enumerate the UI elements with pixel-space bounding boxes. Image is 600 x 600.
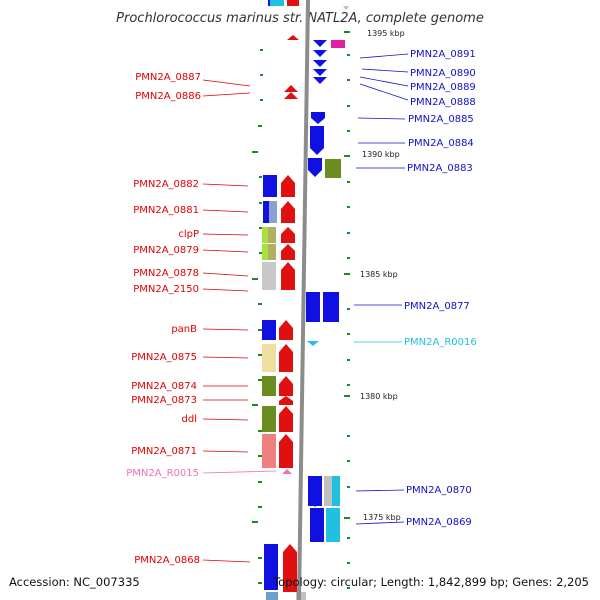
gene-arrow-0869[interactable]: [310, 508, 324, 542]
gene-label-ddl[interactable]: ddl: [182, 414, 197, 425]
gene-label-0879[interactable]: PMN2A_0879: [133, 245, 199, 256]
gene-label-0886[interactable]: PMN2A_0886: [135, 91, 201, 102]
accession-text: Accession: NC_007335: [9, 575, 140, 589]
gene-arrow-0890[interactable]: [313, 50, 327, 57]
gene-arrow-0873[interactable]: [279, 396, 293, 405]
scale-label: 1385 kbp: [360, 270, 398, 279]
scale-label: 1380 kbp: [360, 392, 398, 401]
gene-label-R0016[interactable]: PMN2A_R0016: [404, 337, 477, 348]
gene-arrow-panB[interactable]: [279, 320, 293, 340]
gene-label-0869[interactable]: PMN2A_0869: [406, 517, 472, 528]
gene-label-R0015[interactable]: PMN2A_R0015: [126, 468, 199, 479]
gene-label-0877[interactable]: PMN2A_0877: [404, 301, 470, 312]
gene-label-0890[interactable]: PMN2A_0890: [410, 68, 476, 79]
gene-arrow-0874[interactable]: [279, 376, 293, 396]
gene-box[interactable]: [266, 592, 278, 600]
gene-arrow-0884[interactable]: [310, 126, 324, 155]
gene-label-0873[interactable]: PMN2A_0873: [131, 395, 197, 406]
gene-box[interactable]: [332, 476, 340, 506]
gene-arrow-0878[interactable]: [281, 262, 295, 290]
ticks-right: [344, 31, 350, 589]
forward-strand-arrows: [306, 6, 349, 542]
gene-arrow-0891[interactable]: [313, 40, 327, 47]
gene-label-0891[interactable]: PMN2A_0891: [410, 49, 476, 60]
scale-label: 1390 kbp: [362, 150, 400, 159]
gene-box-0875[interactable]: [262, 344, 276, 372]
gene-box[interactable]: [323, 292, 339, 322]
gene-box-0871[interactable]: [262, 434, 276, 468]
gene-arrow-0888[interactable]: [313, 77, 327, 84]
gene-box-0882[interactable]: [263, 175, 277, 197]
gene-box[interactable]: [268, 227, 276, 243]
gene-label-0883[interactable]: PMN2A_0883: [407, 163, 473, 174]
gene-label-0874[interactable]: PMN2A_0874: [131, 381, 197, 392]
gene-label-0882[interactable]: PMN2A_0882: [133, 179, 199, 190]
rna-arrow-R0016[interactable]: [307, 341, 319, 346]
gene-label-0887[interactable]: PMN2A_0887: [135, 72, 201, 83]
gene-box-0869[interactable]: [326, 508, 340, 542]
gene-box[interactable]: [269, 201, 277, 223]
gene-label-panB[interactable]: panB: [171, 324, 197, 335]
gene-arrow-0887[interactable]: [284, 85, 298, 92]
gene-arrow-0881[interactable]: [281, 201, 295, 223]
gene-arrow-clpP[interactable]: [281, 227, 295, 243]
gene-box[interactable]: [324, 476, 332, 506]
scale-label: 1395 kbp: [367, 29, 405, 38]
gene-box[interactable]: [270, 0, 284, 6]
gene-box[interactable]: [268, 244, 276, 260]
gene-box-0891[interactable]: [331, 40, 345, 48]
gene-arrow-0871[interactable]: [279, 434, 293, 468]
gene-arrow[interactable]: [287, 35, 299, 40]
gene-arrow-0882[interactable]: [281, 175, 295, 197]
genome-backbone: [297, 0, 310, 600]
gene-arrow-0889[interactable]: [313, 69, 327, 76]
gene-label-0889[interactable]: PMN2A_0889: [410, 82, 476, 93]
ticks-left: [252, 49, 263, 584]
gene-arrow-0879[interactable]: [281, 244, 295, 260]
rna-arrow-R0015[interactable]: [282, 469, 292, 474]
scale-label: 1375 kbp: [363, 513, 401, 522]
gene-box-panB[interactable]: [262, 320, 276, 340]
gene-arrow-0868[interactable]: [283, 544, 297, 592]
gene-arrow-0875[interactable]: [279, 344, 293, 372]
left-gene-labels: PMN2A_0887 PMN2A_0886 PMN2A_0882 PMN2A_0…: [126, 72, 277, 566]
gene-arrow[interactable]: [343, 6, 349, 10]
gene-label-0884[interactable]: PMN2A_0884: [408, 138, 474, 149]
gene-arrow-0886[interactable]: [284, 92, 298, 99]
map-title: Prochlorococcus marinus str. NATL2A, com…: [116, 11, 484, 26]
gene-label-clpP[interactable]: clpP: [178, 229, 199, 240]
gene-box-ddl[interactable]: [262, 406, 276, 432]
reverse-strand-arrows: [279, 35, 299, 592]
gene-label-0868[interactable]: PMN2A_0868: [134, 555, 200, 566]
gene-box-0878[interactable]: [262, 262, 276, 290]
gene-arrow-0885[interactable]: [311, 112, 325, 124]
gene-arrow-0870[interactable]: [308, 476, 322, 507]
gene-arrow-0883[interactable]: [308, 158, 322, 177]
gene-label-0881[interactable]: PMN2A_0881: [133, 205, 199, 216]
gene-box-0868[interactable]: [264, 544, 278, 590]
gene-label-0878[interactable]: PMN2A_0878: [133, 268, 199, 279]
scale-labels: 1395 kbp 1390 kbp 1385 kbp 1380 kbp 1375…: [360, 29, 405, 522]
gene-label-0875[interactable]: PMN2A_0875: [131, 352, 197, 363]
gene-arrow-ddl[interactable]: [279, 406, 293, 432]
gene-box-0874[interactable]: [262, 376, 276, 396]
right-gene-labels: PMN2A_0891 PMN2A_0890 PMN2A_0889 PMN2A_0…: [354, 49, 477, 528]
topology-text: Topology: circular; Length: 1,842,899 bp…: [272, 575, 589, 589]
gene-arrow-0890b[interactable]: [313, 60, 327, 67]
gene-box[interactable]: [287, 0, 299, 6]
gene-label-0888[interactable]: PMN2A_0888: [410, 97, 476, 108]
gene-label-0871[interactable]: PMN2A_0871: [131, 446, 197, 457]
gene-label-0870[interactable]: PMN2A_0870: [406, 485, 472, 496]
gene-box-0883[interactable]: [325, 159, 341, 178]
gene-label-0885[interactable]: PMN2A_0885: [408, 114, 474, 125]
gene-arrow-0877[interactable]: [306, 292, 320, 322]
gene-label-2150[interactable]: PMN2A_2150: [133, 284, 199, 295]
